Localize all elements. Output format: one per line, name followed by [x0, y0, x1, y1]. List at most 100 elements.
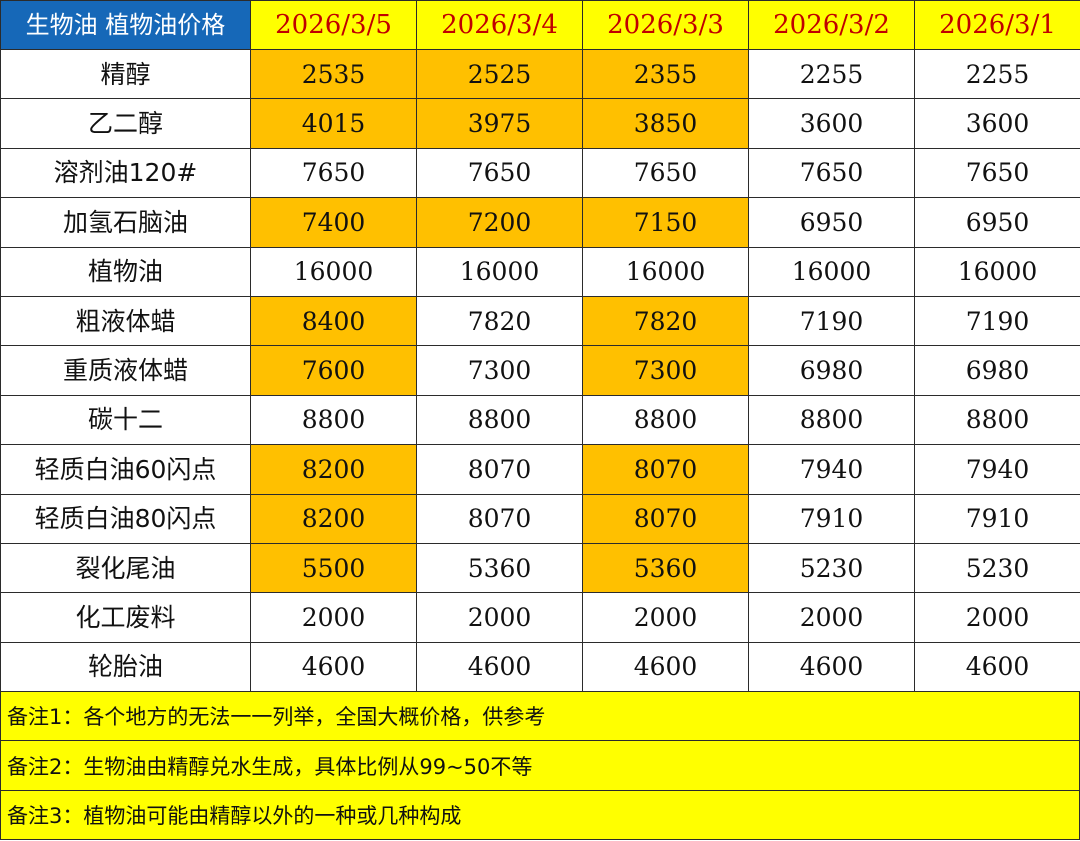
price-cell: 16000 — [250, 246, 417, 297]
table-title: 生物油 植物油价格 — [0, 0, 251, 50]
price-cell: 2000 — [582, 592, 749, 643]
price-cell: 7650 — [914, 147, 1080, 199]
price-cell: 5360 — [582, 542, 749, 594]
price-cell: 7300 — [416, 345, 583, 396]
table-row: 碳十二 8800 8800 8800 8800 8800 — [0, 394, 1080, 446]
product-name-cell: 溶剂油120# — [0, 147, 251, 199]
price-cell: 2255 — [748, 48, 915, 100]
price-cell: 7190 — [914, 295, 1080, 347]
price-cell: 16000 — [748, 246, 915, 297]
price-cell: 7600 — [250, 345, 417, 396]
price-cell: 2525 — [416, 48, 583, 100]
price-cell: 2535 — [250, 48, 417, 100]
price-cell: 7150 — [582, 197, 749, 248]
price-cell: 16000 — [582, 246, 749, 297]
table-row: 轻质白油60闪点 8200 8070 8070 7940 7940 — [0, 444, 1080, 495]
price-cell: 7400 — [250, 197, 417, 248]
table-row: 裂化尾油 5500 5360 5360 5230 5230 — [0, 542, 1080, 594]
price-cell: 7300 — [582, 345, 749, 396]
price-cell: 2000 — [250, 592, 417, 643]
price-cell: 8070 — [582, 493, 749, 544]
price-cell: 8070 — [416, 493, 583, 544]
price-cell: 7910 — [748, 493, 915, 544]
date-header: 2026/3/4 — [416, 0, 583, 50]
price-cell: 2000 — [416, 592, 583, 643]
product-name-cell: 化工废料 — [0, 592, 251, 643]
price-cell: 8800 — [250, 394, 417, 446]
price-cell: 6950 — [914, 197, 1080, 248]
price-cell: 7820 — [416, 295, 583, 347]
price-cell: 2000 — [914, 592, 1080, 643]
product-name-cell: 碳十二 — [0, 394, 251, 446]
price-cell: 7650 — [582, 147, 749, 199]
note-1: 备注1：各个地方的无法一一列举，全国大概价格，供参考 — [0, 692, 1080, 742]
price-cell: 4600 — [416, 641, 583, 693]
price-cell: 8800 — [582, 394, 749, 446]
price-cell: 3600 — [748, 98, 915, 149]
price-cell: 8070 — [582, 444, 749, 495]
price-cell: 8400 — [250, 295, 417, 347]
price-cell: 7820 — [582, 295, 749, 347]
table-row: 轮胎油 4600 4600 4600 4600 4600 — [0, 641, 1080, 693]
price-cell: 5230 — [748, 542, 915, 594]
price-cell: 2355 — [582, 48, 749, 100]
table-row: 加氢石脑油 7400 7200 7150 6950 6950 — [0, 197, 1080, 248]
price-cell: 7940 — [914, 444, 1080, 495]
table-row: 轻质白油80闪点 8200 8070 8070 7910 7910 — [0, 493, 1080, 544]
date-header: 2026/3/1 — [914, 0, 1080, 50]
price-cell: 7650 — [748, 147, 915, 199]
date-header: 2026/3/3 — [582, 0, 749, 50]
price-cell: 8800 — [748, 394, 915, 446]
price-cell: 2000 — [748, 592, 915, 643]
price-cell: 5500 — [250, 542, 417, 594]
product-name-cell: 加氢石脑油 — [0, 197, 251, 248]
notes-section: 备注1：各个地方的无法一一列举，全国大概价格，供参考 备注2：生物油由精醇兑水生… — [0, 692, 1080, 840]
price-cell: 3850 — [582, 98, 749, 149]
price-cell: 6980 — [748, 345, 915, 396]
table-row: 粗液体蜡 8400 7820 7820 7190 7190 — [0, 295, 1080, 347]
product-name-cell: 轮胎油 — [0, 641, 251, 693]
product-name-cell: 轻质白油80闪点 — [0, 493, 251, 544]
price-cell: 8200 — [250, 444, 417, 495]
price-cell: 5230 — [914, 542, 1080, 594]
product-name-cell: 轻质白油60闪点 — [0, 444, 251, 495]
header-row: 生物油 植物油价格 2026/3/5 2026/3/4 2026/3/3 202… — [0, 0, 1080, 50]
price-cell: 5360 — [416, 542, 583, 594]
price-cell: 4600 — [914, 641, 1080, 693]
price-cell: 8200 — [250, 493, 417, 544]
table-body: 精醇 2535 2525 2355 2255 2255 乙二醇 4015 3975 3850 360… — [0, 48, 1080, 693]
note-2: 备注2：生物油由精醇兑水生成，具体比例从99~50不等 — [0, 741, 1080, 791]
price-cell: 2255 — [914, 48, 1080, 100]
table-row: 化工废料 2000 2000 2000 2000 2000 — [0, 592, 1080, 643]
price-cell: 6980 — [914, 345, 1080, 396]
price-cell: 7190 — [748, 295, 915, 347]
table-row: 精醇 2535 2525 2355 2255 2255 — [0, 48, 1080, 100]
price-cell: 7940 — [748, 444, 915, 495]
table-row: 乙二醇 4015 3975 3850 3600 3600 — [0, 98, 1080, 149]
price-cell: 16000 — [914, 246, 1080, 297]
price-cell: 8070 — [416, 444, 583, 495]
price-cell: 4600 — [748, 641, 915, 693]
date-header: 2026/3/5 — [250, 0, 417, 50]
price-cell: 4015 — [250, 98, 417, 149]
table-row: 植物油 16000 16000 16000 16000 16000 — [0, 246, 1080, 297]
table-row: 重质液体蜡 7600 7300 7300 6980 6980 — [0, 345, 1080, 396]
price-cell: 6950 — [748, 197, 915, 248]
price-cell: 4600 — [582, 641, 749, 693]
price-cell: 7910 — [914, 493, 1080, 544]
price-cell: 3975 — [416, 98, 583, 149]
price-cell: 3600 — [914, 98, 1080, 149]
product-name-cell: 重质液体蜡 — [0, 345, 251, 396]
product-name-cell: 粗液体蜡 — [0, 295, 251, 347]
table-row: 溶剂油120# 7650 7650 7650 7650 7650 — [0, 147, 1080, 199]
price-cell: 4600 — [250, 641, 417, 693]
price-cell: 8800 — [416, 394, 583, 446]
note-3: 备注3：植物油可能由精醇以外的一种或几种构成 — [0, 790, 1080, 840]
product-name-cell: 植物油 — [0, 246, 251, 297]
price-cell: 7200 — [416, 197, 583, 248]
date-header: 2026/3/2 — [748, 0, 915, 50]
price-cell: 7650 — [416, 147, 583, 199]
price-cell: 7650 — [250, 147, 417, 199]
price-cell: 16000 — [416, 246, 583, 297]
